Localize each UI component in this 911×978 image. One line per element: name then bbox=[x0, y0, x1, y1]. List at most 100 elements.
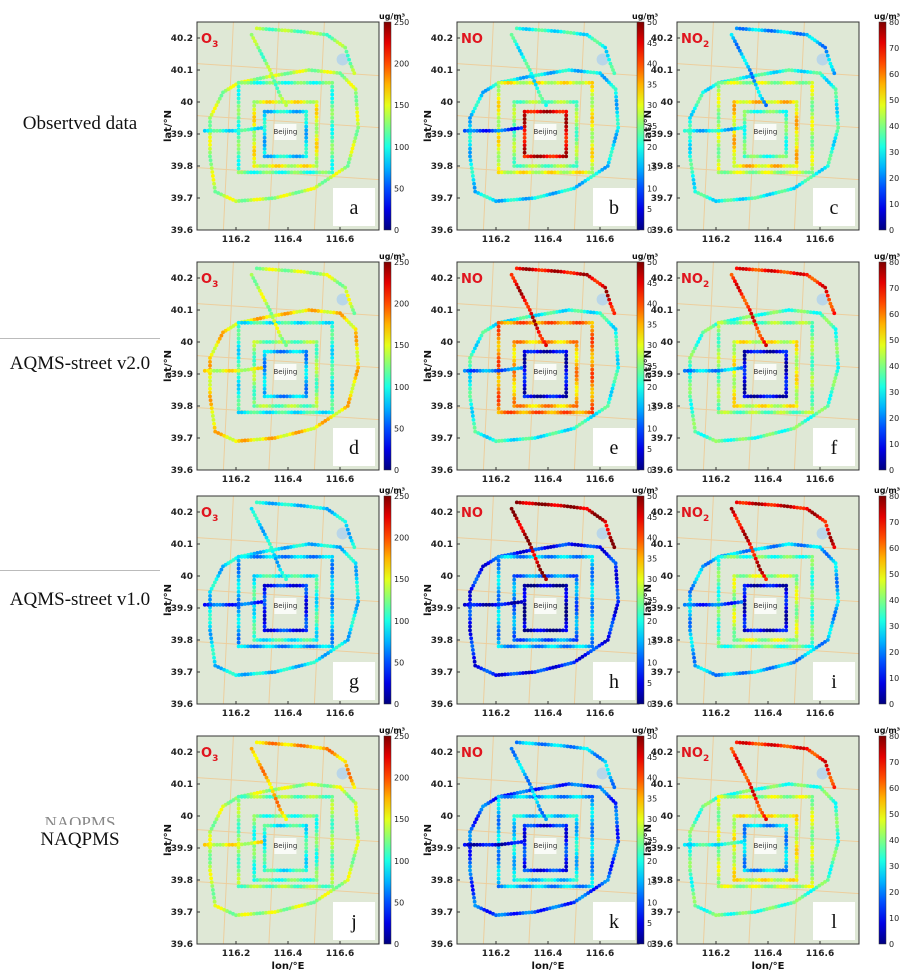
route-point bbox=[246, 127, 251, 132]
route-point bbox=[555, 170, 560, 175]
route-point bbox=[742, 383, 747, 388]
route-point bbox=[314, 592, 319, 597]
route-point bbox=[468, 390, 472, 395]
route-point bbox=[788, 270, 793, 275]
route-point bbox=[262, 139, 267, 144]
colorbar-tick-label: 50 bbox=[647, 18, 657, 27]
route-point bbox=[317, 410, 322, 415]
route-point bbox=[519, 600, 524, 604]
route-point bbox=[524, 196, 528, 201]
route-point bbox=[688, 386, 692, 391]
route-point bbox=[540, 570, 545, 575]
route-point bbox=[308, 100, 313, 104]
route-point bbox=[255, 197, 259, 202]
city-label: Beijing bbox=[533, 368, 557, 376]
route-point bbox=[302, 340, 307, 344]
colorbar-tick-label: 20 bbox=[889, 414, 899, 423]
route-point bbox=[574, 381, 579, 386]
route-point bbox=[356, 121, 360, 126]
route-point bbox=[304, 143, 309, 148]
route-point bbox=[613, 610, 618, 614]
route-point bbox=[723, 198, 727, 203]
route-point bbox=[747, 100, 752, 104]
route-point bbox=[236, 324, 241, 329]
colorbar-tick-label: 40 bbox=[889, 596, 899, 605]
route-point bbox=[827, 397, 832, 401]
route-point bbox=[236, 406, 241, 411]
route-point bbox=[832, 311, 837, 316]
panel-letter: d bbox=[349, 437, 359, 459]
route-point bbox=[236, 352, 241, 356]
route-point bbox=[572, 505, 576, 510]
colorbar-unit: ug/m³ bbox=[379, 726, 406, 735]
route-point bbox=[314, 100, 319, 104]
route-point bbox=[810, 628, 815, 633]
route-point bbox=[236, 613, 241, 618]
route-point bbox=[692, 181, 696, 186]
route-point bbox=[784, 379, 789, 384]
route-point bbox=[330, 96, 335, 101]
route-point bbox=[512, 197, 516, 202]
route-point bbox=[522, 143, 527, 148]
route-point bbox=[713, 128, 718, 133]
route-point bbox=[825, 404, 830, 408]
route-point bbox=[561, 154, 565, 159]
route-point bbox=[278, 93, 283, 98]
route-point bbox=[472, 185, 477, 190]
route-point bbox=[236, 84, 241, 89]
route-point bbox=[810, 131, 815, 136]
route-point bbox=[236, 80, 241, 85]
route-point bbox=[236, 368, 241, 373]
x-tick-label: 116.6 bbox=[326, 949, 354, 959]
route-point bbox=[834, 102, 839, 107]
route-point bbox=[291, 109, 296, 114]
route-point bbox=[311, 80, 316, 85]
route-point bbox=[270, 315, 275, 320]
route-point bbox=[350, 860, 355, 865]
route-point bbox=[552, 170, 557, 175]
route-point bbox=[338, 71, 342, 76]
route-point bbox=[568, 100, 573, 104]
route-point bbox=[304, 375, 309, 380]
route-point bbox=[343, 165, 347, 170]
route-point bbox=[794, 103, 799, 108]
route-point bbox=[564, 628, 569, 633]
route-point bbox=[615, 354, 620, 358]
route-point bbox=[794, 385, 799, 390]
route-point bbox=[835, 129, 840, 133]
route-point bbox=[521, 80, 526, 85]
route-point bbox=[236, 328, 241, 333]
route-point bbox=[788, 30, 793, 35]
route-point bbox=[252, 859, 257, 864]
route-point bbox=[616, 365, 621, 370]
route-point bbox=[334, 70, 339, 75]
route-point bbox=[337, 169, 342, 174]
route-point bbox=[345, 404, 350, 408]
route-point bbox=[754, 100, 758, 104]
route-point bbox=[468, 853, 472, 857]
route-point bbox=[784, 364, 789, 369]
colorbar-tick-label: 0 bbox=[394, 466, 399, 475]
route-point bbox=[314, 137, 319, 142]
route-point bbox=[810, 355, 815, 360]
row-label-naqpms: NAQPMS bbox=[40, 829, 120, 850]
route-point bbox=[784, 617, 789, 622]
route-point bbox=[208, 359, 212, 364]
route-point bbox=[810, 371, 815, 376]
route-point bbox=[294, 109, 299, 114]
route-point bbox=[252, 355, 257, 359]
route-point bbox=[292, 100, 297, 104]
route-point bbox=[512, 630, 517, 635]
route-point bbox=[522, 58, 527, 63]
route-point bbox=[258, 320, 263, 325]
route-point bbox=[716, 558, 721, 563]
route-point bbox=[330, 410, 335, 415]
route-point bbox=[522, 132, 527, 136]
route-point bbox=[208, 398, 213, 403]
route-point bbox=[810, 617, 815, 622]
route-point bbox=[716, 100, 721, 105]
route-point bbox=[330, 593, 335, 598]
route-point bbox=[252, 343, 257, 348]
route-point bbox=[548, 192, 552, 197]
route-point bbox=[512, 607, 517, 612]
